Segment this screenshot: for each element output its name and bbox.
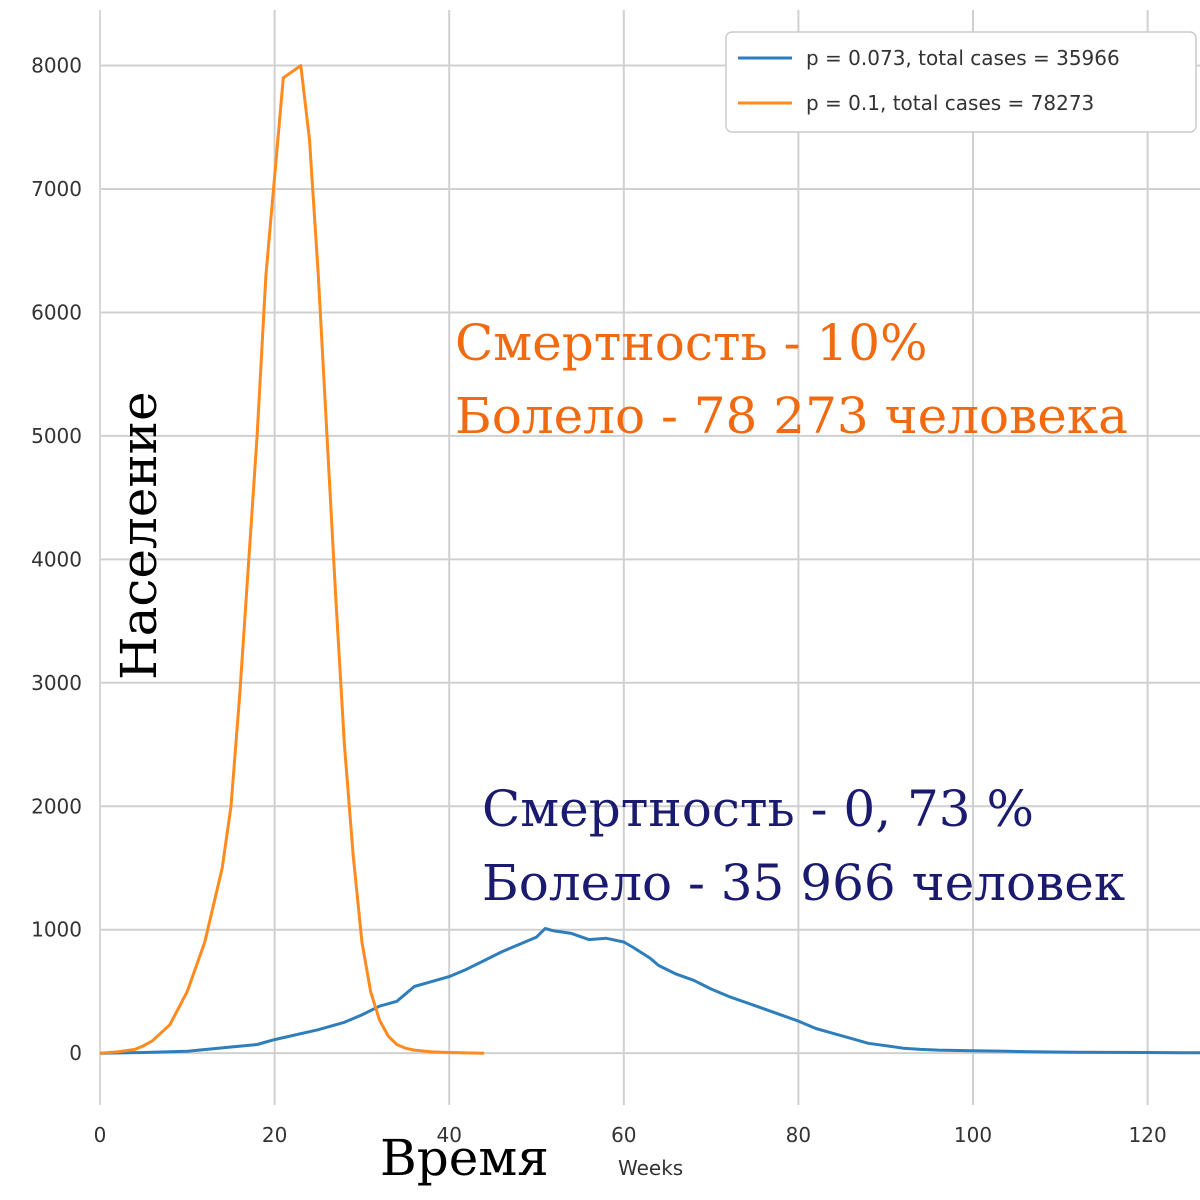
- y-tick-label: 2000: [31, 794, 82, 818]
- legend-label-orange: p = 0.1, total cases = 78273: [806, 91, 1094, 115]
- legend-label-blue: p = 0.073, total cases = 35966: [806, 46, 1120, 70]
- annotation-navy-mortality: Смертность - 0, 73 %: [482, 780, 1034, 838]
- legend: p = 0.073, total cases = 35966 p = 0.1, …: [725, 31, 1197, 133]
- plot-area: [100, 10, 1200, 1105]
- y-tick-label: 5000: [31, 424, 82, 448]
- x-axis-label: Weeks: [618, 1156, 683, 1180]
- y-axis-overlay-label: Население: [110, 391, 168, 680]
- x-tick-label: 100: [954, 1123, 992, 1147]
- x-tick-label: 120: [1129, 1123, 1167, 1147]
- y-tick-label: 8000: [31, 54, 82, 78]
- y-tick-label: 1000: [31, 918, 82, 942]
- x-tick-label: 0: [94, 1123, 107, 1147]
- y-tick-label: 6000: [31, 300, 82, 324]
- annotation-navy-cases: Болело - 35 966 человек: [482, 854, 1125, 912]
- legend-box: [725, 31, 1197, 133]
- x-tick-label: 40: [436, 1123, 461, 1147]
- series-layer: [99, 64, 1200, 1055]
- series-line-orange: [99, 64, 485, 1055]
- y-tick-label: 3000: [31, 671, 82, 695]
- annotation-orange-mortality: Смертность - 10%: [455, 314, 928, 372]
- x-tick-label: 20: [262, 1123, 287, 1147]
- grid: [99, 10, 1200, 1105]
- annotation-orange-cases: Болело - 78 273 человека: [455, 387, 1128, 445]
- y-tick-label: 4000: [31, 547, 82, 571]
- y-tick-label: 0: [69, 1041, 82, 1065]
- axes: 0 20 40 60 80 100 120 0 1000 2000 3000 4000 5000 6000…: [31, 10, 1167, 1147]
- x-tick-label: 80: [786, 1123, 811, 1147]
- x-axis-overlay-label: Время: [380, 1129, 549, 1187]
- x-tick-label: 60: [611, 1123, 636, 1147]
- series-line-blue: [99, 927, 1200, 1055]
- y-tick-label: 7000: [31, 177, 82, 201]
